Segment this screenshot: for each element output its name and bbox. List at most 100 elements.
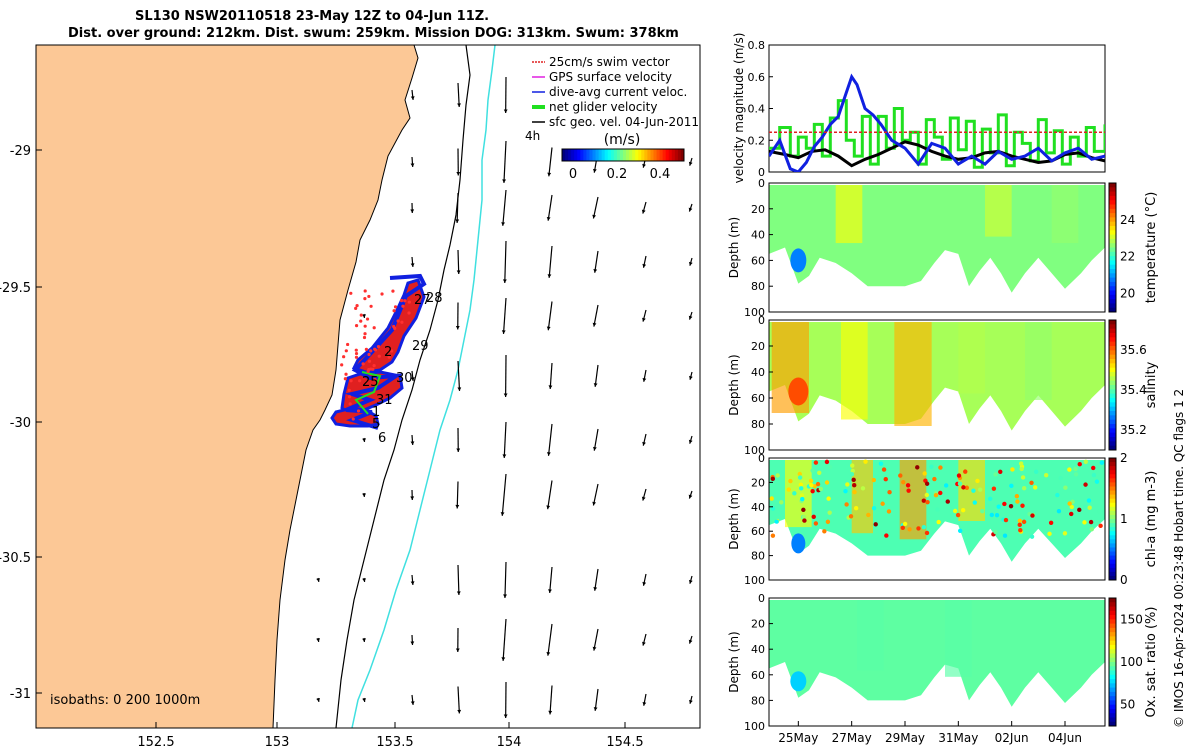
section-sample-dot bbox=[769, 496, 774, 501]
vector-arrow-shaft bbox=[502, 297, 507, 334]
section-colorbar-cell bbox=[1109, 269, 1116, 274]
section-colorbar-cell bbox=[1109, 490, 1116, 496]
track-day-label: 2 bbox=[384, 345, 392, 360]
track-day-label: 30 bbox=[396, 371, 413, 386]
section-sample-dot bbox=[902, 521, 908, 527]
section-patch bbox=[791, 533, 806, 554]
section-sample-dot bbox=[801, 507, 806, 513]
colorbar-cell bbox=[595, 149, 600, 161]
swim-vector-dot bbox=[354, 351, 359, 356]
section-sample-dot bbox=[1018, 528, 1023, 533]
section-ylabel: Depth (m) bbox=[727, 217, 741, 278]
vector-arrow-head bbox=[548, 385, 553, 389]
vector-arrow-head bbox=[592, 168, 597, 173]
section-sample-dot bbox=[921, 524, 927, 530]
section-colorbar-cell bbox=[1109, 602, 1116, 608]
swim-vector-dot bbox=[344, 372, 348, 376]
section-colorbar-cell bbox=[1109, 551, 1116, 557]
section-sample-dot bbox=[822, 529, 827, 534]
velocity-ytick-label: 0.8 bbox=[748, 39, 766, 52]
colorbar-cell bbox=[641, 149, 645, 161]
figure-title-line2: Dist. over ground: 212km. Dist. swum: 25… bbox=[68, 26, 679, 41]
section-colorbar-cell bbox=[1109, 498, 1116, 504]
section-colorbar-cell bbox=[1109, 519, 1116, 524]
vector-arrow-head bbox=[688, 261, 693, 266]
section-sample-dot bbox=[1099, 460, 1105, 465]
vector-arrow-head bbox=[592, 214, 597, 219]
map-xtick-label: 153.5 bbox=[376, 735, 413, 750]
section-band bbox=[841, 322, 868, 420]
swim-vector-dot bbox=[354, 348, 358, 352]
section-sample-dot bbox=[827, 510, 832, 515]
section-sample-dot bbox=[989, 512, 995, 518]
section-colorbar-cell bbox=[1109, 623, 1116, 629]
section-sample-dot bbox=[1062, 531, 1068, 536]
section-colorbar-cell bbox=[1109, 333, 1116, 338]
section-colorbar-cell bbox=[1109, 445, 1116, 451]
vector-arrow-shaft bbox=[592, 196, 599, 219]
section-colorbar-cell bbox=[1109, 402, 1116, 408]
section-colorbar-cell bbox=[1109, 640, 1116, 646]
vector-arrow-head bbox=[642, 441, 646, 446]
section-sample-dot bbox=[844, 502, 849, 507]
section-sample-dot bbox=[886, 509, 892, 514]
swim-vector-dot bbox=[349, 379, 353, 383]
section-sample-dot bbox=[851, 477, 856, 483]
section-sample-dot bbox=[998, 469, 1003, 474]
time-scale-label: 4h bbox=[525, 129, 540, 143]
section-sample-dot bbox=[1089, 527, 1094, 532]
vector-arrow-head bbox=[593, 383, 598, 387]
swim-vector-dot bbox=[377, 354, 381, 358]
swim-vector-dot bbox=[390, 349, 394, 353]
section-sample-dot bbox=[955, 512, 961, 518]
section-colorbar-tick: 150 bbox=[1120, 612, 1143, 626]
section-ytick-label: 60 bbox=[751, 525, 765, 538]
vector-arrow-shaft bbox=[594, 250, 599, 273]
vector-arrow-head bbox=[642, 163, 646, 168]
section-sample-dot bbox=[770, 533, 776, 538]
section-colorbar-cell bbox=[1109, 195, 1116, 201]
section-sample-dot bbox=[1021, 519, 1027, 525]
section-colorbar-cell bbox=[1109, 328, 1116, 334]
section-sample-dot bbox=[922, 471, 927, 476]
swim-vector-dot bbox=[371, 367, 375, 371]
section-sample-dot bbox=[812, 484, 817, 489]
salinity-panel: 0 20 40 60 80 100 Depth (m) 35.2 35.4 35.6 salinit… bbox=[727, 314, 1159, 457]
vector-arrow-shaft bbox=[457, 686, 460, 714]
section-ytick-label: 60 bbox=[751, 254, 765, 267]
vector-arrow-shaft bbox=[594, 364, 599, 387]
track-day-label: 5 bbox=[372, 417, 380, 432]
section-sample-dot bbox=[1010, 467, 1015, 472]
vector-arrow-head bbox=[688, 639, 693, 644]
vector-arrow-head bbox=[592, 646, 597, 651]
section-colorbar-cell bbox=[1109, 687, 1116, 693]
vector-arrow-shaft bbox=[548, 245, 553, 278]
swim-vector-dot bbox=[355, 303, 359, 308]
section-sample-dot bbox=[1002, 501, 1007, 507]
section-sample-dot bbox=[866, 512, 871, 518]
track-day-label: 6 bbox=[378, 431, 386, 446]
vector-arrow-shaft bbox=[547, 423, 553, 456]
colorbar-cell bbox=[616, 149, 621, 161]
section-sample-dot bbox=[1067, 467, 1072, 472]
swim-vector-dot bbox=[358, 379, 362, 383]
section-colorbar-cell bbox=[1109, 424, 1116, 429]
swim-vector-dot bbox=[365, 317, 370, 321]
colorbar-cell bbox=[571, 149, 575, 161]
map-ytick-label: -29 bbox=[10, 144, 31, 159]
section-sample-dot bbox=[925, 499, 930, 505]
section-sample-dot bbox=[975, 478, 980, 484]
vector-arrow-head bbox=[501, 222, 506, 226]
section-sample-dot bbox=[843, 488, 848, 494]
vector-arrow-shaft bbox=[547, 301, 553, 331]
vector-arrow-head bbox=[456, 448, 461, 452]
section-colorbar-cell bbox=[1109, 636, 1116, 642]
section-colorbar-cell bbox=[1109, 683, 1116, 689]
section-colorbar-cell bbox=[1109, 234, 1116, 240]
section-sample-dot bbox=[1073, 472, 1079, 477]
colorbar-cell bbox=[626, 149, 630, 161]
section-sample-dot bbox=[881, 467, 887, 472]
section-sample-dot bbox=[1047, 531, 1052, 537]
section-colorbar-cell bbox=[1109, 432, 1116, 438]
vector-arrow-shaft bbox=[502, 189, 507, 226]
